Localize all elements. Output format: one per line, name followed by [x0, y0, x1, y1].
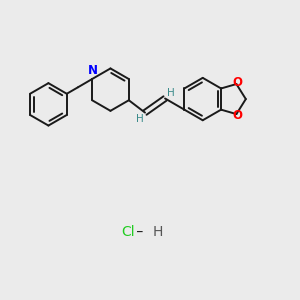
Text: H: H — [167, 88, 175, 98]
Text: –: – — [132, 225, 148, 239]
Text: H: H — [136, 114, 143, 124]
Text: N: N — [87, 64, 98, 77]
Text: H: H — [153, 225, 163, 239]
Text: O: O — [232, 109, 242, 122]
Text: Cl: Cl — [122, 225, 135, 239]
Text: O: O — [232, 76, 242, 89]
